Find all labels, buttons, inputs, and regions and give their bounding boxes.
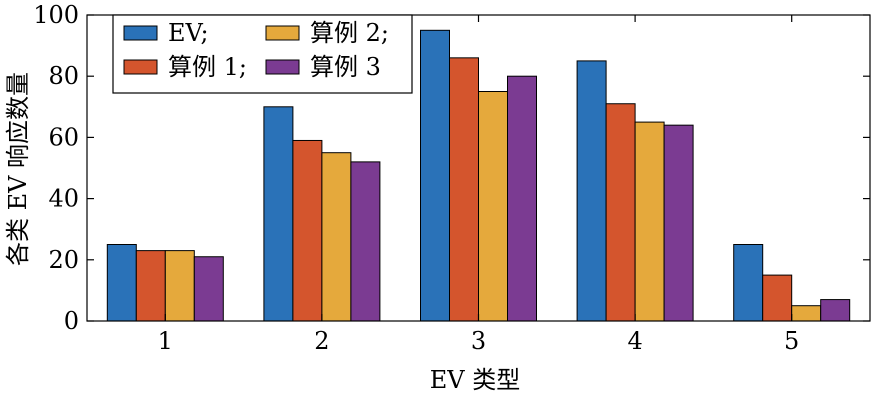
y-tick-label: 60 (48, 123, 79, 151)
bar-series-3-category-4 (634, 121, 665, 322)
legend-label: 算例 3 (310, 53, 381, 81)
x-tick-label: 2 (314, 327, 329, 355)
bar-series-4-category-4 (663, 124, 694, 322)
legend-label: EV; (168, 19, 209, 47)
legend-swatch (265, 25, 300, 41)
legend: EV; 算例 1; 算例 2; 算例 3 (112, 14, 413, 94)
bar-series-3-category-1 (164, 250, 195, 322)
bar-series-4-category-2 (350, 161, 381, 322)
bar-series-4-category-1 (193, 256, 224, 322)
bar-series-2-category-4 (605, 103, 636, 322)
legend-swatch (123, 59, 158, 75)
bar-series-2-category-2 (292, 139, 323, 322)
x-tick-label: 3 (471, 327, 486, 355)
legend-label: 算例 1; (168, 53, 247, 81)
bar-series-2-category-3 (449, 57, 479, 322)
bar-series-2-category-5 (762, 274, 793, 322)
bar-series-3-category-3 (478, 91, 508, 322)
bar-series-1-category-2 (263, 106, 294, 322)
y-tick-label: 0 (64, 307, 79, 335)
bar-series-3-category-5 (791, 305, 822, 322)
y-tick-label: 100 (33, 1, 79, 29)
x-tick-label: 5 (784, 327, 799, 355)
x-tick-label: 4 (627, 327, 642, 355)
legend-box (112, 14, 413, 94)
bar-series-1-category-5 (733, 244, 764, 322)
y-tick-label: 20 (48, 246, 79, 274)
y-axis-title: 各类 EV 响应数量 (4, 72, 32, 266)
bar-series-2-category-1 (135, 250, 166, 322)
legend-swatch (265, 59, 300, 75)
y-tick-label: 40 (48, 185, 79, 213)
x-tick-label: 1 (158, 327, 173, 355)
bars-layer (106, 29, 851, 322)
legend-swatch (123, 25, 158, 41)
y-tick-label: 80 (48, 62, 79, 90)
bar-series-4-category-5 (820, 299, 851, 322)
x-axis-title: EV 类型 (430, 366, 520, 394)
bar-series-1-category-3 (420, 29, 450, 322)
legend-label: 算例 2; (310, 19, 389, 47)
bar-series-1-category-1 (106, 244, 137, 322)
bar-series-1-category-4 (576, 60, 607, 322)
bar-series-4-category-3 (507, 75, 537, 322)
bar-series-3-category-2 (321, 152, 352, 322)
